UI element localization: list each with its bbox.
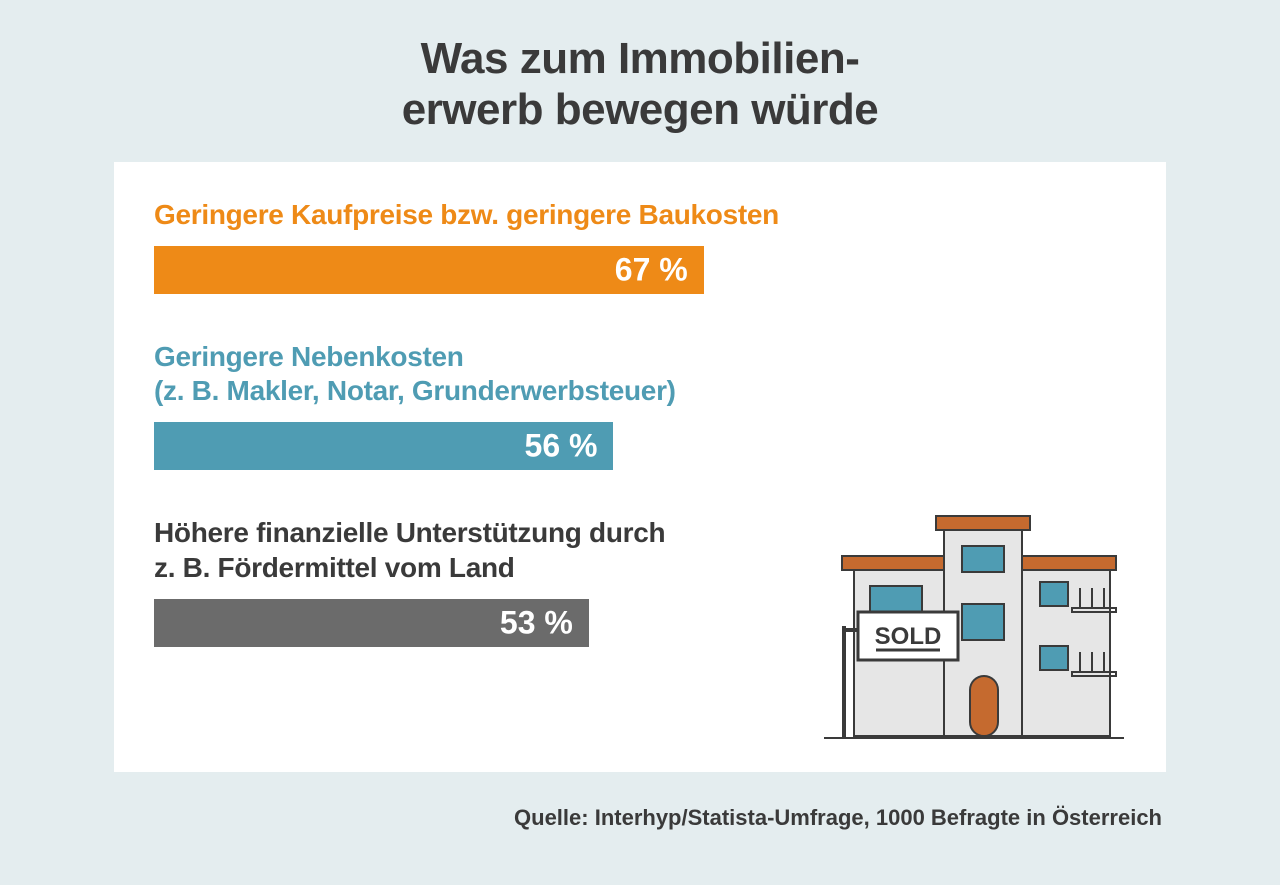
chart-panel: Geringere Kaufpreise bzw. geringere Bauk… xyxy=(114,162,1166,772)
bar-block-0: Geringere Kaufpreise bzw. geringere Bauk… xyxy=(154,198,794,294)
bar-label-2: Höhere finanzielle Unterstützung durchz.… xyxy=(154,516,794,584)
bar-track-0: 67 % xyxy=(154,246,794,294)
bar-value-1: 56 % xyxy=(525,428,598,465)
bar-value-0: 67 % xyxy=(615,252,688,289)
bar-label-1: Geringere Nebenkosten(z. B. Makler, Nota… xyxy=(154,340,794,408)
page-title: Was zum Immobilien- erwerb bewegen würde xyxy=(0,0,1280,135)
bar-track-2: 53 % xyxy=(154,599,794,647)
title-line-2: erwerb bewegen würde xyxy=(402,85,879,134)
bar-fill-0: 67 % xyxy=(154,246,704,294)
bar-fill-2: 53 % xyxy=(154,599,589,647)
bars-area: Geringere Kaufpreise bzw. geringere Bauk… xyxy=(154,198,794,693)
bar-block-2: Höhere finanzielle Unterstützung durchz.… xyxy=(154,516,794,646)
bar-label-0: Geringere Kaufpreise bzw. geringere Bauk… xyxy=(154,198,794,232)
source-attribution: Quelle: Interhyp/Statista-Umfrage, 1000 … xyxy=(514,805,1162,831)
building-illustration: SOLD xyxy=(804,446,1134,746)
bar-fill-1: 56 % xyxy=(154,422,613,470)
bar-value-2: 53 % xyxy=(500,604,573,641)
sold-sign-text: SOLD xyxy=(875,623,942,650)
title-line-1: Was zum Immobilien- xyxy=(421,34,860,83)
bar-block-1: Geringere Nebenkosten(z. B. Makler, Nota… xyxy=(154,340,794,470)
bar-track-1: 56 % xyxy=(154,422,794,470)
